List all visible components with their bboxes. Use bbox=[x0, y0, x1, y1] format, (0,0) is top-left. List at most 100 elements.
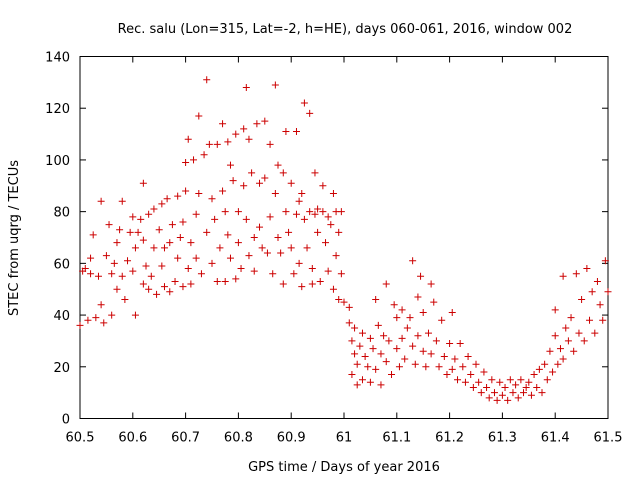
data-point bbox=[187, 239, 195, 247]
data-point bbox=[208, 259, 216, 267]
data-point bbox=[311, 210, 319, 218]
data-point bbox=[242, 215, 250, 223]
data-point bbox=[266, 213, 274, 221]
data-point bbox=[187, 280, 195, 288]
data-point bbox=[160, 283, 168, 291]
data-point bbox=[245, 135, 253, 143]
data-point bbox=[527, 391, 535, 399]
data-point bbox=[306, 208, 314, 216]
data-point bbox=[506, 376, 514, 384]
data-point bbox=[398, 306, 406, 314]
data-point bbox=[145, 210, 153, 218]
y-tick-label: 20 bbox=[53, 361, 70, 376]
data-point bbox=[248, 169, 256, 177]
data-point bbox=[390, 301, 398, 309]
data-point bbox=[190, 156, 198, 164]
data-point bbox=[382, 358, 390, 366]
data-point bbox=[601, 257, 609, 265]
data-point bbox=[166, 239, 174, 247]
data-point bbox=[113, 285, 121, 293]
data-point bbox=[182, 159, 190, 167]
data-point bbox=[277, 249, 285, 257]
x-tick-label: 61.3 bbox=[488, 431, 517, 446]
y-tick-label: 0 bbox=[62, 413, 70, 428]
data-point bbox=[311, 169, 319, 177]
data-point bbox=[422, 363, 430, 371]
data-point bbox=[113, 239, 121, 247]
data-point bbox=[591, 329, 599, 337]
data-point bbox=[351, 324, 359, 332]
data-point bbox=[324, 213, 332, 221]
data-point bbox=[105, 221, 113, 229]
data-point bbox=[427, 350, 435, 358]
data-point bbox=[424, 329, 432, 337]
data-point bbox=[456, 340, 464, 348]
data-point bbox=[385, 337, 393, 345]
data-point bbox=[319, 208, 327, 216]
data-point bbox=[538, 389, 546, 397]
data-point bbox=[147, 272, 155, 280]
data-point bbox=[285, 228, 293, 236]
data-point bbox=[274, 234, 282, 241]
data-point bbox=[443, 371, 451, 379]
data-point bbox=[488, 376, 496, 384]
y-tick-label: 140 bbox=[45, 51, 70, 66]
data-points bbox=[76, 76, 612, 404]
data-point bbox=[483, 383, 491, 391]
data-point bbox=[208, 195, 216, 203]
data-point bbox=[419, 347, 427, 355]
data-point bbox=[525, 378, 533, 386]
data-point bbox=[263, 249, 271, 257]
x-tick-label: 60.9 bbox=[277, 431, 306, 446]
data-point bbox=[108, 270, 116, 278]
data-point bbox=[409, 342, 417, 350]
y-tick-label: 40 bbox=[53, 309, 70, 324]
data-point bbox=[240, 125, 248, 133]
data-point bbox=[158, 262, 166, 270]
data-point bbox=[229, 177, 237, 185]
data-point bbox=[87, 254, 95, 262]
data-point bbox=[87, 270, 95, 278]
data-point bbox=[287, 179, 295, 187]
data-point bbox=[205, 140, 213, 148]
data-point bbox=[100, 319, 108, 327]
data-point bbox=[414, 332, 422, 340]
data-point bbox=[324, 267, 332, 275]
data-point bbox=[282, 208, 290, 216]
data-point bbox=[382, 280, 390, 288]
data-point bbox=[366, 334, 374, 342]
data-point bbox=[242, 84, 250, 92]
data-point bbox=[174, 254, 182, 262]
data-point bbox=[593, 277, 601, 285]
data-point bbox=[292, 127, 300, 135]
data-point bbox=[335, 296, 343, 304]
y-tick-label: 60 bbox=[53, 257, 70, 272]
data-point bbox=[271, 190, 279, 198]
data-point bbox=[345, 303, 353, 311]
data-point bbox=[364, 363, 372, 371]
data-point bbox=[496, 378, 504, 386]
data-point bbox=[358, 329, 366, 337]
data-point bbox=[459, 363, 467, 371]
x-axis-label: GPS time / Days of year 2016 bbox=[248, 460, 440, 475]
y-axis: 0 20 40 60 80 100 120 140 bbox=[45, 51, 608, 428]
data-point bbox=[319, 182, 327, 190]
data-point bbox=[427, 280, 435, 288]
data-point bbox=[477, 389, 485, 397]
y-tick-label: 80 bbox=[53, 206, 70, 221]
data-point bbox=[232, 130, 240, 138]
data-point bbox=[351, 350, 359, 358]
data-point bbox=[335, 228, 343, 236]
data-point bbox=[274, 161, 282, 169]
data-point bbox=[596, 301, 604, 309]
data-point bbox=[221, 277, 229, 285]
data-point bbox=[184, 135, 192, 143]
data-point bbox=[417, 272, 425, 280]
x-tick-label: 61.1 bbox=[382, 431, 411, 446]
data-point bbox=[578, 296, 586, 304]
data-point bbox=[358, 376, 366, 384]
data-point bbox=[366, 378, 374, 386]
data-point bbox=[377, 381, 385, 389]
data-point bbox=[485, 394, 493, 402]
